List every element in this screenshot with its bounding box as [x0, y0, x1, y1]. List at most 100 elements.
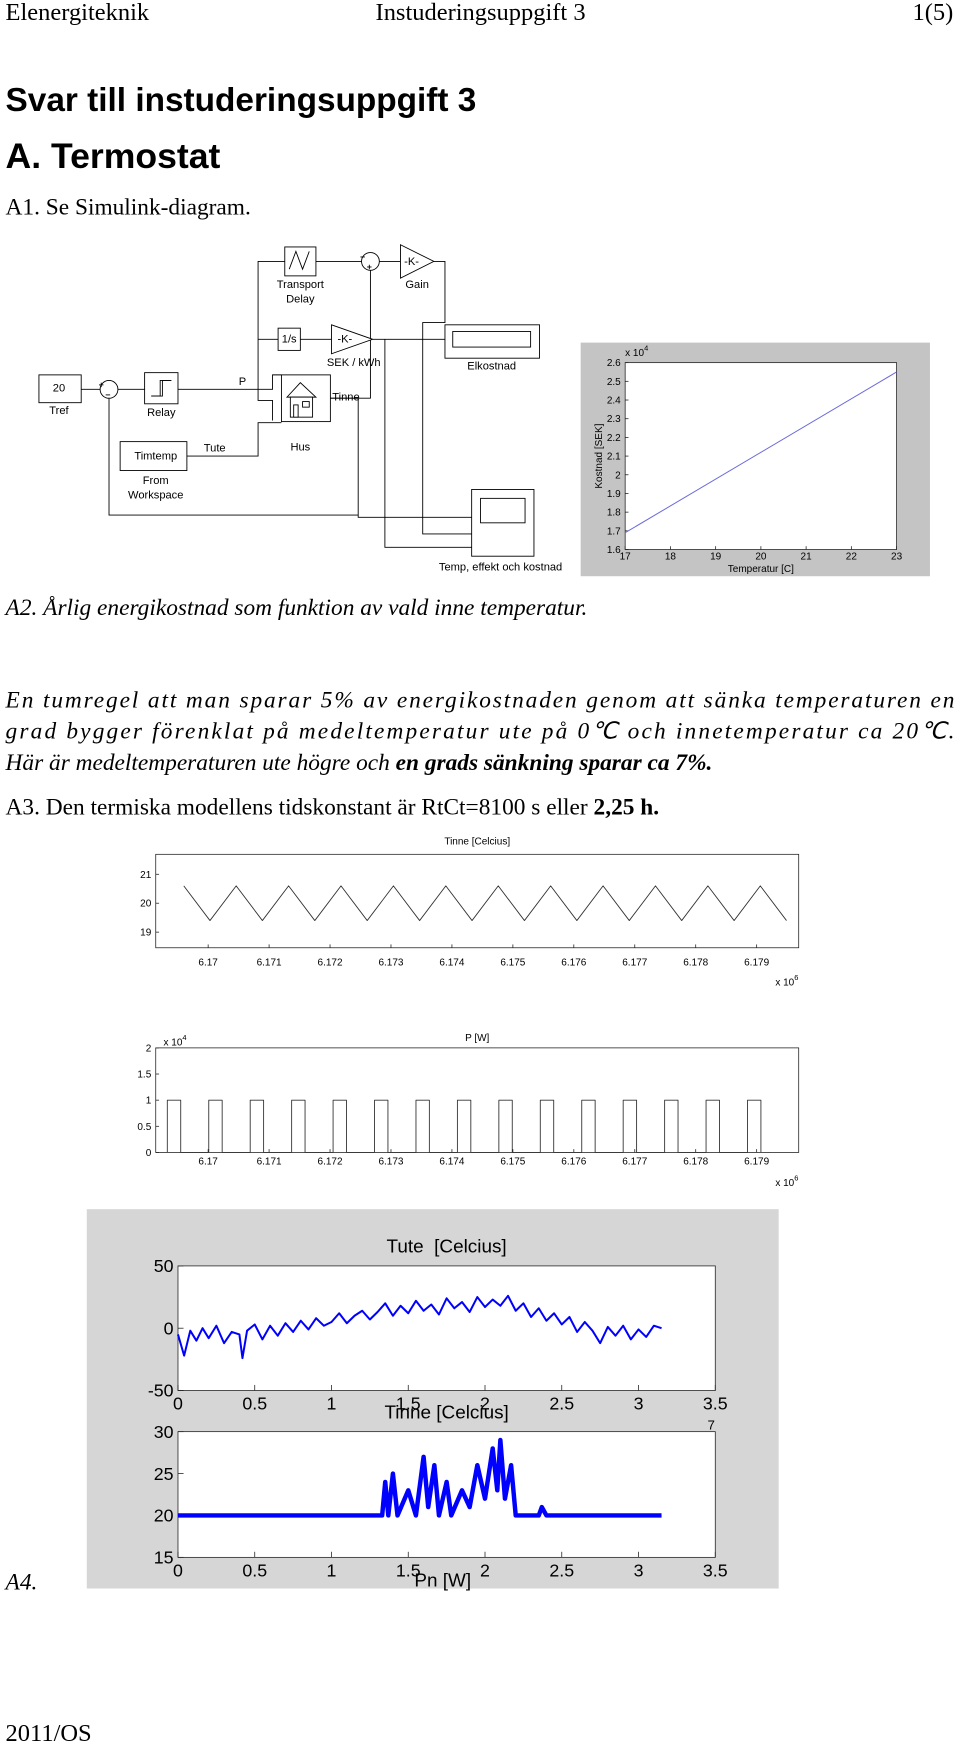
section-heading: A. Termostat	[6, 136, 221, 176]
x-tick-label: 6.179	[744, 1157, 769, 1168]
y-tick-label: 1.6	[607, 545, 621, 556]
block-icon	[151, 379, 172, 397]
x-tick-label: 21	[801, 552, 813, 563]
x-tick-label: 1.5	[396, 1560, 421, 1580]
a2: A2. Årlig energikostnad som funktion av …	[4, 595, 588, 621]
x-tick-label: 6.177	[622, 1157, 647, 1168]
chart-title: Tinne [Celcius]	[384, 1402, 508, 1423]
scope-screen	[480, 497, 526, 524]
y-tick-label: 2.3	[607, 414, 621, 425]
x-tick-label: 18	[665, 552, 677, 563]
block-label: Delay	[286, 294, 315, 306]
y-tick-label: 25	[154, 1464, 174, 1484]
x-tick-label: 3.5	[703, 1560, 728, 1580]
data-line	[166, 1099, 762, 1153]
wire	[108, 398, 359, 516]
x-tick-label: 6.175	[500, 1157, 525, 1168]
axis-exponent: 4	[182, 1033, 186, 1042]
x-tick-label: 17	[620, 552, 632, 563]
y-axis-label: Kostnad [SEK]	[594, 423, 605, 488]
block-label: Gain	[405, 279, 428, 291]
wire	[422, 339, 472, 535]
block-label: 1/s	[282, 334, 297, 346]
house-icon	[293, 404, 299, 418]
block-label: -K-	[337, 334, 352, 346]
chart: 19 20 21 6.17 6.171 6.172 6.173 6.174 6.175 6.176…	[140, 836, 800, 989]
y-tick-label: 1	[146, 1096, 152, 1107]
axis-multiplier: x 10	[775, 978, 794, 989]
chart: 0 0.5 1 1.5 2 6.17 6.171 6.172 6.173 6.174 6.175 6.…	[137, 1033, 800, 1189]
constant-block	[38, 374, 82, 404]
wire	[257, 260, 285, 390]
wire	[422, 260, 446, 340]
price-block	[331, 324, 374, 355]
signal-label: Tute	[204, 443, 226, 455]
y-tick-label: 1.7	[607, 526, 621, 537]
header-right: 1(5)	[913, 0, 954, 26]
data-line	[624, 371, 897, 534]
y-tick-label: 2	[615, 470, 621, 481]
integrator-block	[277, 327, 301, 351]
data-line	[177, 1294, 662, 1360]
x-tick-label: 6.176	[561, 1157, 586, 1168]
paragraph-bold: en grads sänkning sparar ca 7%.	[396, 750, 713, 776]
block-label: Tref	[49, 405, 69, 417]
y-tick-label: -50	[148, 1381, 174, 1401]
a4: A4.	[4, 1570, 38, 1596]
block-label: From	[143, 475, 169, 487]
simulink-diagram: Transport Delay -K- Gain 1/s -K- SEK / k…	[38, 244, 562, 574]
x-tick-label: 1.5	[396, 1393, 421, 1413]
x-tick-label: 19	[710, 552, 722, 563]
x-tick-label: 6.178	[683, 1157, 708, 1168]
y-tick-label: 1.8	[607, 508, 621, 519]
y-tick-label: 2.2	[607, 433, 621, 444]
x-tick-label: 0.5	[242, 1393, 267, 1413]
axis-multiplier: x 10	[164, 1038, 183, 1049]
block-label: -K-	[404, 256, 419, 268]
x-tick-label: 22	[846, 552, 858, 563]
y-tick-label: 0	[146, 1148, 152, 1159]
x-tick-label: 6.171	[257, 1157, 282, 1168]
house-icon	[302, 401, 310, 408]
chart-title: Tinne [Celcius]	[444, 836, 510, 847]
y-tick-label: 2.1	[607, 452, 621, 463]
a3-bold: 2,25 h.	[594, 794, 660, 820]
x-tick-label: 6.172	[318, 958, 343, 969]
transport-delay-block	[284, 246, 317, 277]
x-tick-label: 6.175	[500, 958, 525, 969]
x-tick-label: 1	[327, 1393, 337, 1413]
signal-label: P	[239, 376, 246, 388]
chart: 15 20 25 30 0 0.5 1 1.5 2 2.5 3 3.5 Tinne [Celcius]	[154, 1402, 728, 1580]
x-tick-label: 2	[480, 1560, 490, 1580]
block-icon	[288, 250, 310, 271]
block-label: Transport	[277, 279, 324, 291]
data-line	[177, 1437, 662, 1518]
x-tick-label: 6.172	[318, 1157, 343, 1168]
y-tick-label: 50	[154, 1256, 174, 1276]
block-label: Workspace	[128, 489, 183, 501]
x-tick-label: 6.178	[683, 958, 708, 969]
x-tick-label: 23	[891, 552, 903, 563]
block-label: Temp, effekt och kostnad	[439, 562, 562, 574]
block-label: Hus	[290, 442, 310, 454]
a3-text: A3. Den termiska modellens tidskonstant …	[6, 794, 594, 820]
x-tick-label: 1	[327, 1560, 337, 1580]
block-label: Relay	[147, 407, 176, 419]
paragraph-text: Här är medeltemperaturen ute högre och	[5, 750, 396, 776]
y-tick-label: 2.6	[607, 358, 621, 369]
sum-block	[99, 379, 119, 399]
x-tick-label: 6.173	[378, 1157, 403, 1168]
plot-area	[624, 362, 897, 550]
x-tick-label: 3	[634, 1560, 644, 1580]
y-tick-label: 15	[154, 1548, 174, 1568]
workspace-block	[119, 441, 188, 471]
y-tick-label: 30	[154, 1422, 174, 1442]
x-tick-label: 6.176	[561, 958, 586, 969]
axis-exponent: 6	[794, 1173, 798, 1182]
x-tick-label: 2	[480, 1393, 490, 1413]
title: Svar till instuderingsuppgift 3	[6, 82, 477, 119]
y-tick-label: 2.5	[607, 377, 621, 388]
signal-label: Tinne	[332, 391, 359, 403]
